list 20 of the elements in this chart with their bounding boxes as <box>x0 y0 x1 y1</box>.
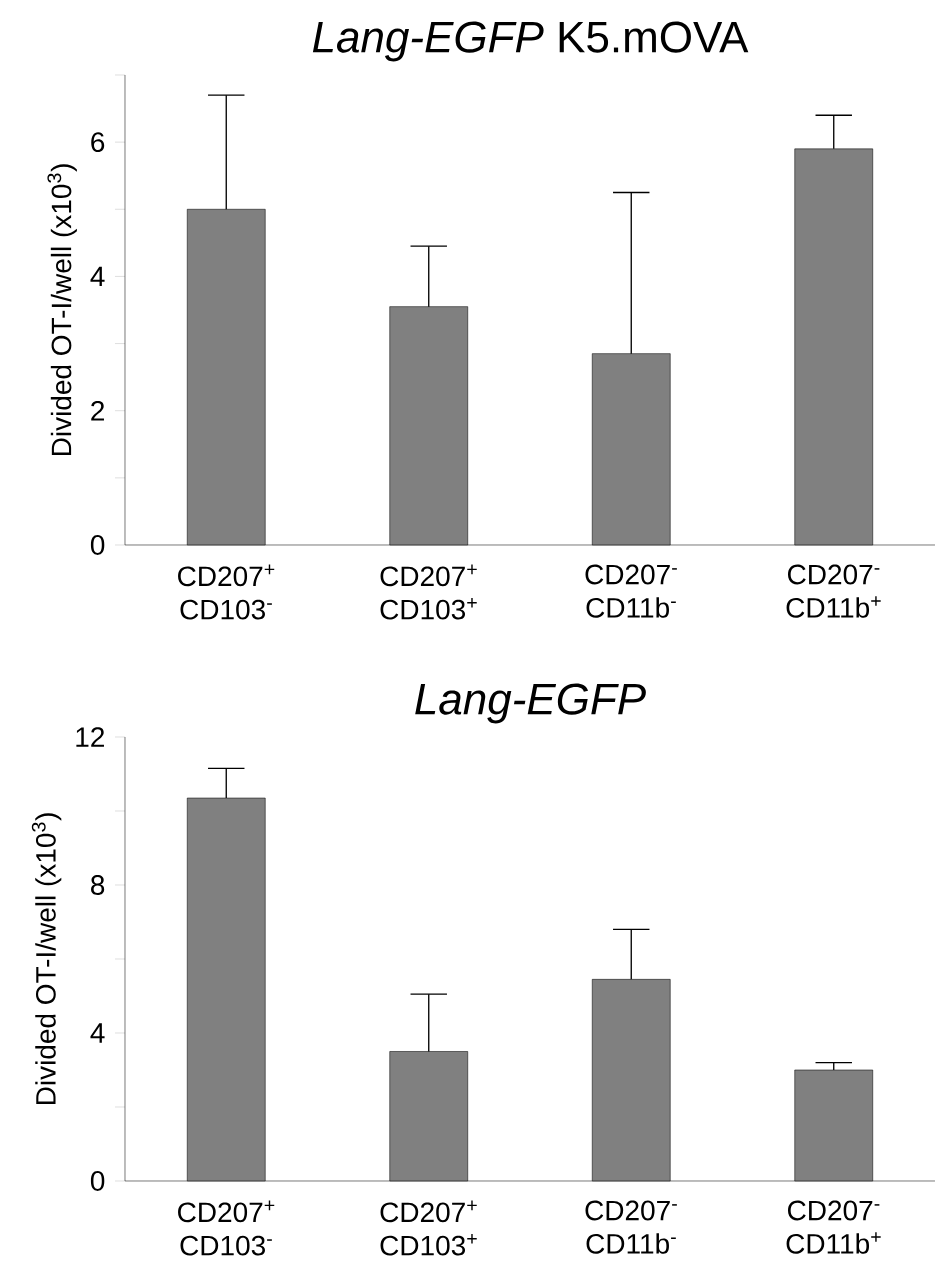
y-axis-title: Divided OT-I/well (x10$^{3}$) <box>47 164 77 456</box>
y-tick-label: 0 <box>90 535 105 555</box>
category-label: CD207$^{-}$ CD11b$^{-}$ <box>585 1200 677 1254</box>
category-label: CD207$^{+}$ CD103$^{-}$ <box>178 1200 275 1256</box>
category-label: CD207$^{+}$ CD103$^{+}$ <box>380 1200 477 1256</box>
chart-title: Lang-EGFP <box>415 683 646 724</box>
y-axis-title: Divided OT-I/well (x10$^{3}$) <box>31 813 62 1105</box>
category-label: CD207$^{-}$ CD11b$^{+}$ <box>786 1200 881 1254</box>
y-tick-label: 8 <box>91 875 105 895</box>
category-label: CD207$^{+}$ CD103$^{+}$ <box>380 564 477 620</box>
y-tick-label: 4 <box>90 266 105 287</box>
y-tick-label: 4 <box>90 1023 105 1043</box>
y-tick-label: 12 <box>76 727 104 747</box>
chart-title: Lang-EGFP K5.mOVA <box>312 21 749 62</box>
y-tick-label: 2 <box>91 400 104 421</box>
y-tick-label: 6 <box>91 132 105 153</box>
category-label: CD207$^{-}$ CD11b$^{+}$ <box>786 564 881 618</box>
category-label: CD207$^{+}$ CD103$^{-}$ <box>178 564 275 620</box>
y-tick-label: 0 <box>90 1171 105 1191</box>
category-label: CD207$^{-}$ CD11b$^{-}$ <box>585 564 677 618</box>
